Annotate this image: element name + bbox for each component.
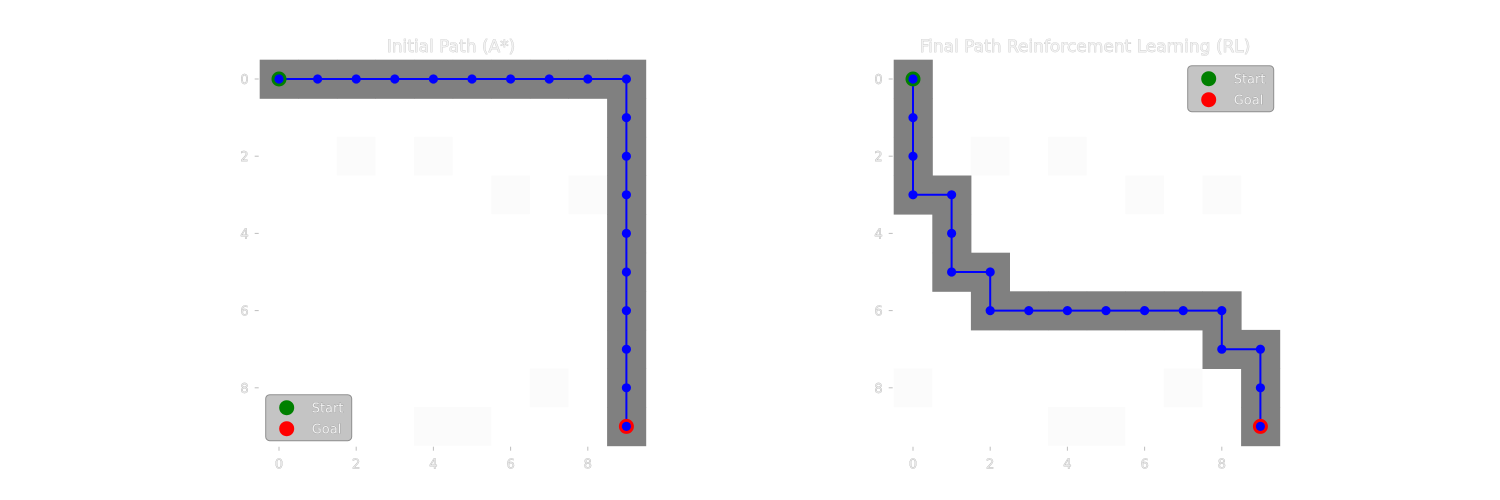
x-tick-label: 4 — [1063, 458, 1071, 473]
y-tick-label: 2 — [874, 150, 882, 165]
goal-legend-marker — [279, 421, 295, 437]
path-point — [985, 267, 995, 277]
path-point — [1024, 306, 1034, 316]
x-tick-label: 0 — [909, 458, 917, 473]
x-tick-label: 8 — [1218, 458, 1226, 473]
path-point — [621, 306, 632, 316]
path-point — [313, 74, 323, 84]
start-legend-marker — [1201, 71, 1217, 87]
obstacle-cell — [1048, 407, 1087, 446]
initial-path-title: Initial Path (A*) — [387, 37, 516, 57]
path-point — [274, 74, 284, 84]
x-tick-label: 6 — [506, 458, 514, 473]
legend: Start Goal — [1187, 65, 1275, 113]
start-legend-marker — [279, 400, 295, 416]
goal-legend-label: Goal — [312, 423, 342, 438]
start-legend-label: Start — [312, 402, 344, 417]
path-point — [428, 74, 438, 84]
legend: Start Goal — [265, 394, 353, 442]
obstacle-cell — [414, 407, 453, 446]
path-point — [621, 383, 632, 393]
path-point — [621, 151, 632, 161]
y-tick-label: 8 — [240, 382, 248, 397]
y-tick-label: 0 — [240, 73, 248, 88]
path-point — [621, 228, 632, 238]
path-point — [908, 113, 918, 123]
path-point — [390, 74, 400, 84]
x-tick-label: 8 — [584, 458, 592, 473]
x-tick-label: 6 — [1140, 458, 1148, 473]
path-point — [1217, 306, 1227, 316]
obstacle-cell — [452, 407, 492, 446]
obstacle-cell — [1086, 407, 1126, 446]
path-point — [947, 267, 957, 277]
y-tick-label: 0 — [874, 73, 882, 88]
obstacle-cell — [529, 368, 569, 408]
goal-legend-marker — [1201, 92, 1217, 108]
y-tick-label: 6 — [874, 305, 882, 320]
goal-legend-label: Goal — [1234, 94, 1264, 109]
obstacle-cell — [1163, 368, 1203, 408]
obstacle-cell — [491, 175, 530, 215]
path-point — [621, 267, 632, 277]
y-tick-label: 4 — [240, 227, 248, 242]
obstacle-cell — [970, 136, 1010, 176]
y-tick-label: 6 — [240, 305, 248, 320]
x-tick-label: 2 — [352, 458, 360, 473]
y-tick-label: 8 — [874, 382, 882, 397]
path-point — [544, 74, 554, 84]
path-point — [1101, 306, 1111, 316]
path-point — [1140, 306, 1150, 316]
obstacle-cell — [568, 175, 608, 215]
path-point — [1255, 421, 1265, 431]
path-point — [947, 228, 957, 238]
path-point — [1255, 344, 1265, 354]
path-point — [908, 151, 918, 161]
path-point — [1217, 344, 1227, 354]
initial-path-panel: Initial Path (A*) 0 2 4 6 8 0 2 4 6 8 Start Goal — [240, 37, 647, 473]
rl-path-panel: Final Path Reinforcement Learning (RL) 0… — [874, 37, 1281, 473]
obstacle-cell — [336, 136, 376, 176]
path-point — [621, 74, 632, 84]
path-point — [506, 74, 516, 84]
x-tick-label: 2 — [986, 458, 994, 473]
path-point — [351, 74, 361, 84]
path-point — [621, 190, 632, 200]
x-tick-label: 4 — [429, 458, 437, 473]
path-line — [279, 78, 628, 427]
path-point — [467, 74, 477, 84]
y-tick-label: 2 — [240, 150, 248, 165]
path-point — [621, 113, 632, 123]
obstacle-cell — [1125, 175, 1164, 215]
rl-path-title: Final Path Reinforcement Learning (RL) — [920, 37, 1251, 57]
obstacle-cell — [1202, 175, 1242, 215]
path-point — [621, 344, 632, 354]
path-point — [583, 74, 593, 84]
path-point — [621, 421, 632, 431]
path-point — [1255, 383, 1265, 393]
path-point — [1062, 306, 1072, 316]
path-point — [985, 306, 995, 316]
obstacle-cell — [414, 136, 453, 176]
start-legend-label: Start — [1234, 73, 1266, 88]
path-point — [1178, 306, 1188, 316]
path-point — [908, 190, 918, 200]
obstacle-cell — [1048, 136, 1087, 176]
path-point — [947, 190, 957, 200]
x-tick-label: 0 — [275, 458, 283, 473]
y-tick-label: 4 — [874, 227, 882, 242]
path-point — [908, 74, 918, 84]
obstacle-cell — [893, 368, 933, 408]
